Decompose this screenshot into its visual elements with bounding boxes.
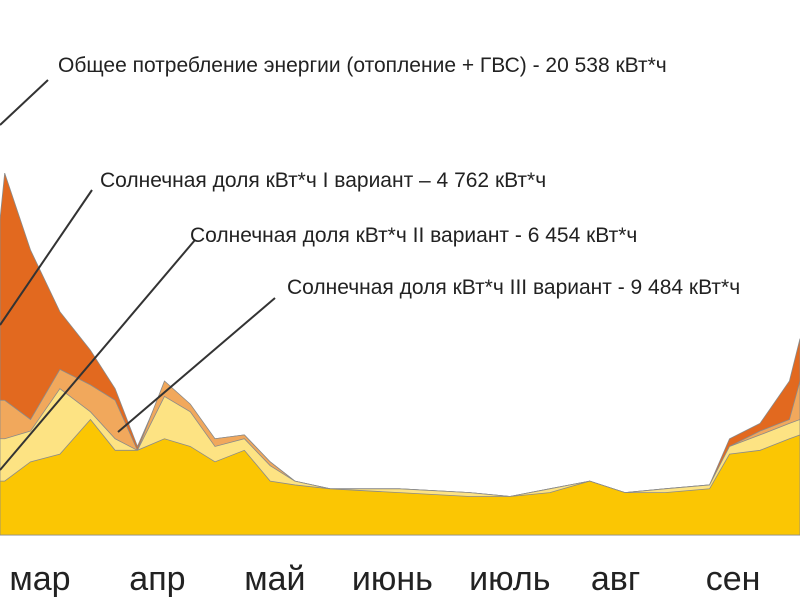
annotation: Общее потребление энергии (отопление + Г… bbox=[58, 54, 667, 77]
x-tick-label: апр bbox=[129, 560, 185, 598]
x-tick-label: май bbox=[244, 560, 305, 598]
annotation: Солнечная доля кВт*ч III вариант - 9 484… bbox=[287, 276, 740, 299]
leader-line bbox=[0, 79, 49, 126]
leader-line bbox=[117, 297, 276, 433]
x-tick-label: сен bbox=[706, 560, 761, 598]
x-tick-label: авг bbox=[591, 560, 640, 598]
annotation: Солнечная доля кВт*ч II вариант - 6 454 … bbox=[190, 224, 637, 247]
leader-line bbox=[0, 239, 196, 471]
plot-area bbox=[0, 172, 800, 536]
annotation: Солнечная доля кВт*ч I вариант – 4 762 к… bbox=[100, 169, 546, 192]
x-tick-label: июнь bbox=[352, 560, 433, 598]
area bbox=[0, 418, 800, 536]
x-tick-label: июль bbox=[469, 560, 550, 598]
x-tick-label: мар bbox=[9, 560, 70, 598]
leader-line bbox=[0, 189, 93, 326]
